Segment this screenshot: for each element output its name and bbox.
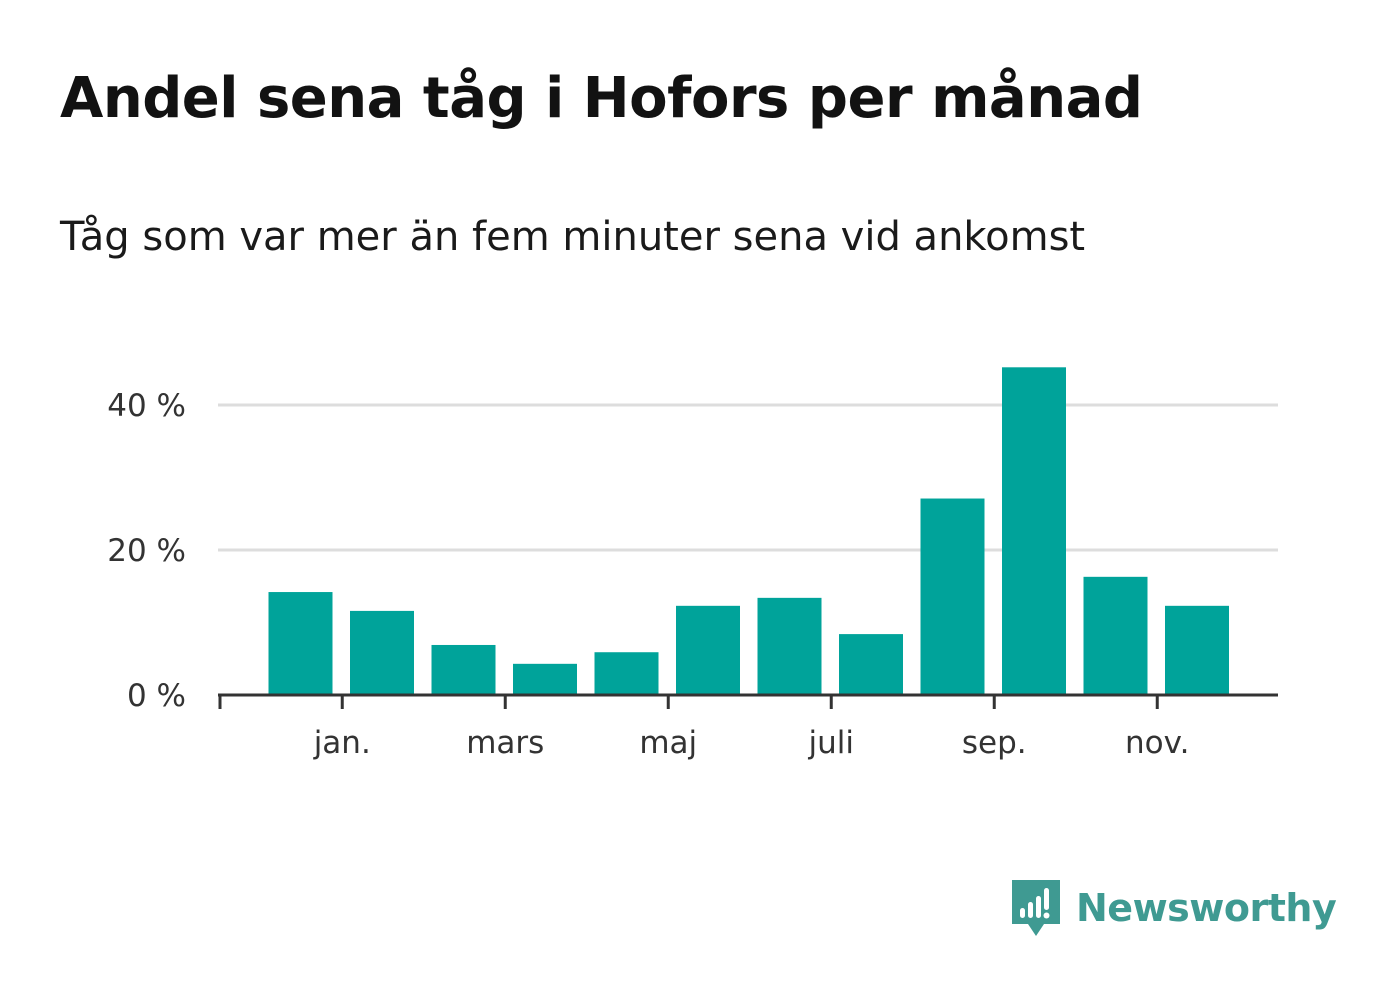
- tick-labels: 0 % 20 % 40 % jan. mars maj juli sep. nov.: [107, 388, 1189, 761]
- bar: [268, 592, 333, 695]
- chart-title: Andel sena tåg i Hofors per månad: [60, 66, 1143, 131]
- bar: [1002, 367, 1066, 695]
- bar: [431, 644, 496, 695]
- bar: [594, 652, 659, 695]
- y-tick-label: 0 %: [127, 678, 186, 714]
- newsworthy-logo-icon: [1012, 880, 1060, 936]
- y-tick-label: 40 %: [107, 388, 186, 424]
- x-tick-label: juli: [808, 725, 855, 761]
- x-tick-label: nov.: [1125, 725, 1189, 761]
- bar: [920, 498, 985, 695]
- chart-subtitle: Tåg som var mer än fem minuter sena vid …: [60, 214, 1086, 260]
- bar: [676, 605, 740, 695]
- brand-name: Newsworthy: [1076, 886, 1337, 930]
- bar: [1083, 576, 1148, 695]
- axes: [218, 693, 1278, 709]
- bar: [839, 634, 903, 695]
- x-tick-label: maj: [639, 725, 697, 761]
- x-tick-label: jan.: [313, 725, 371, 761]
- x-tick-label: mars: [466, 725, 544, 761]
- bar: [513, 663, 577, 695]
- bars: [268, 367, 1229, 695]
- grid-lines: [218, 403, 1278, 552]
- x-tick-label: sep.: [962, 725, 1027, 761]
- bar: [1165, 605, 1229, 695]
- y-tick-label: 20 %: [107, 533, 186, 569]
- bar: [757, 597, 822, 695]
- brand-logo: Newsworthy: [1010, 878, 1337, 938]
- bar: [350, 610, 414, 695]
